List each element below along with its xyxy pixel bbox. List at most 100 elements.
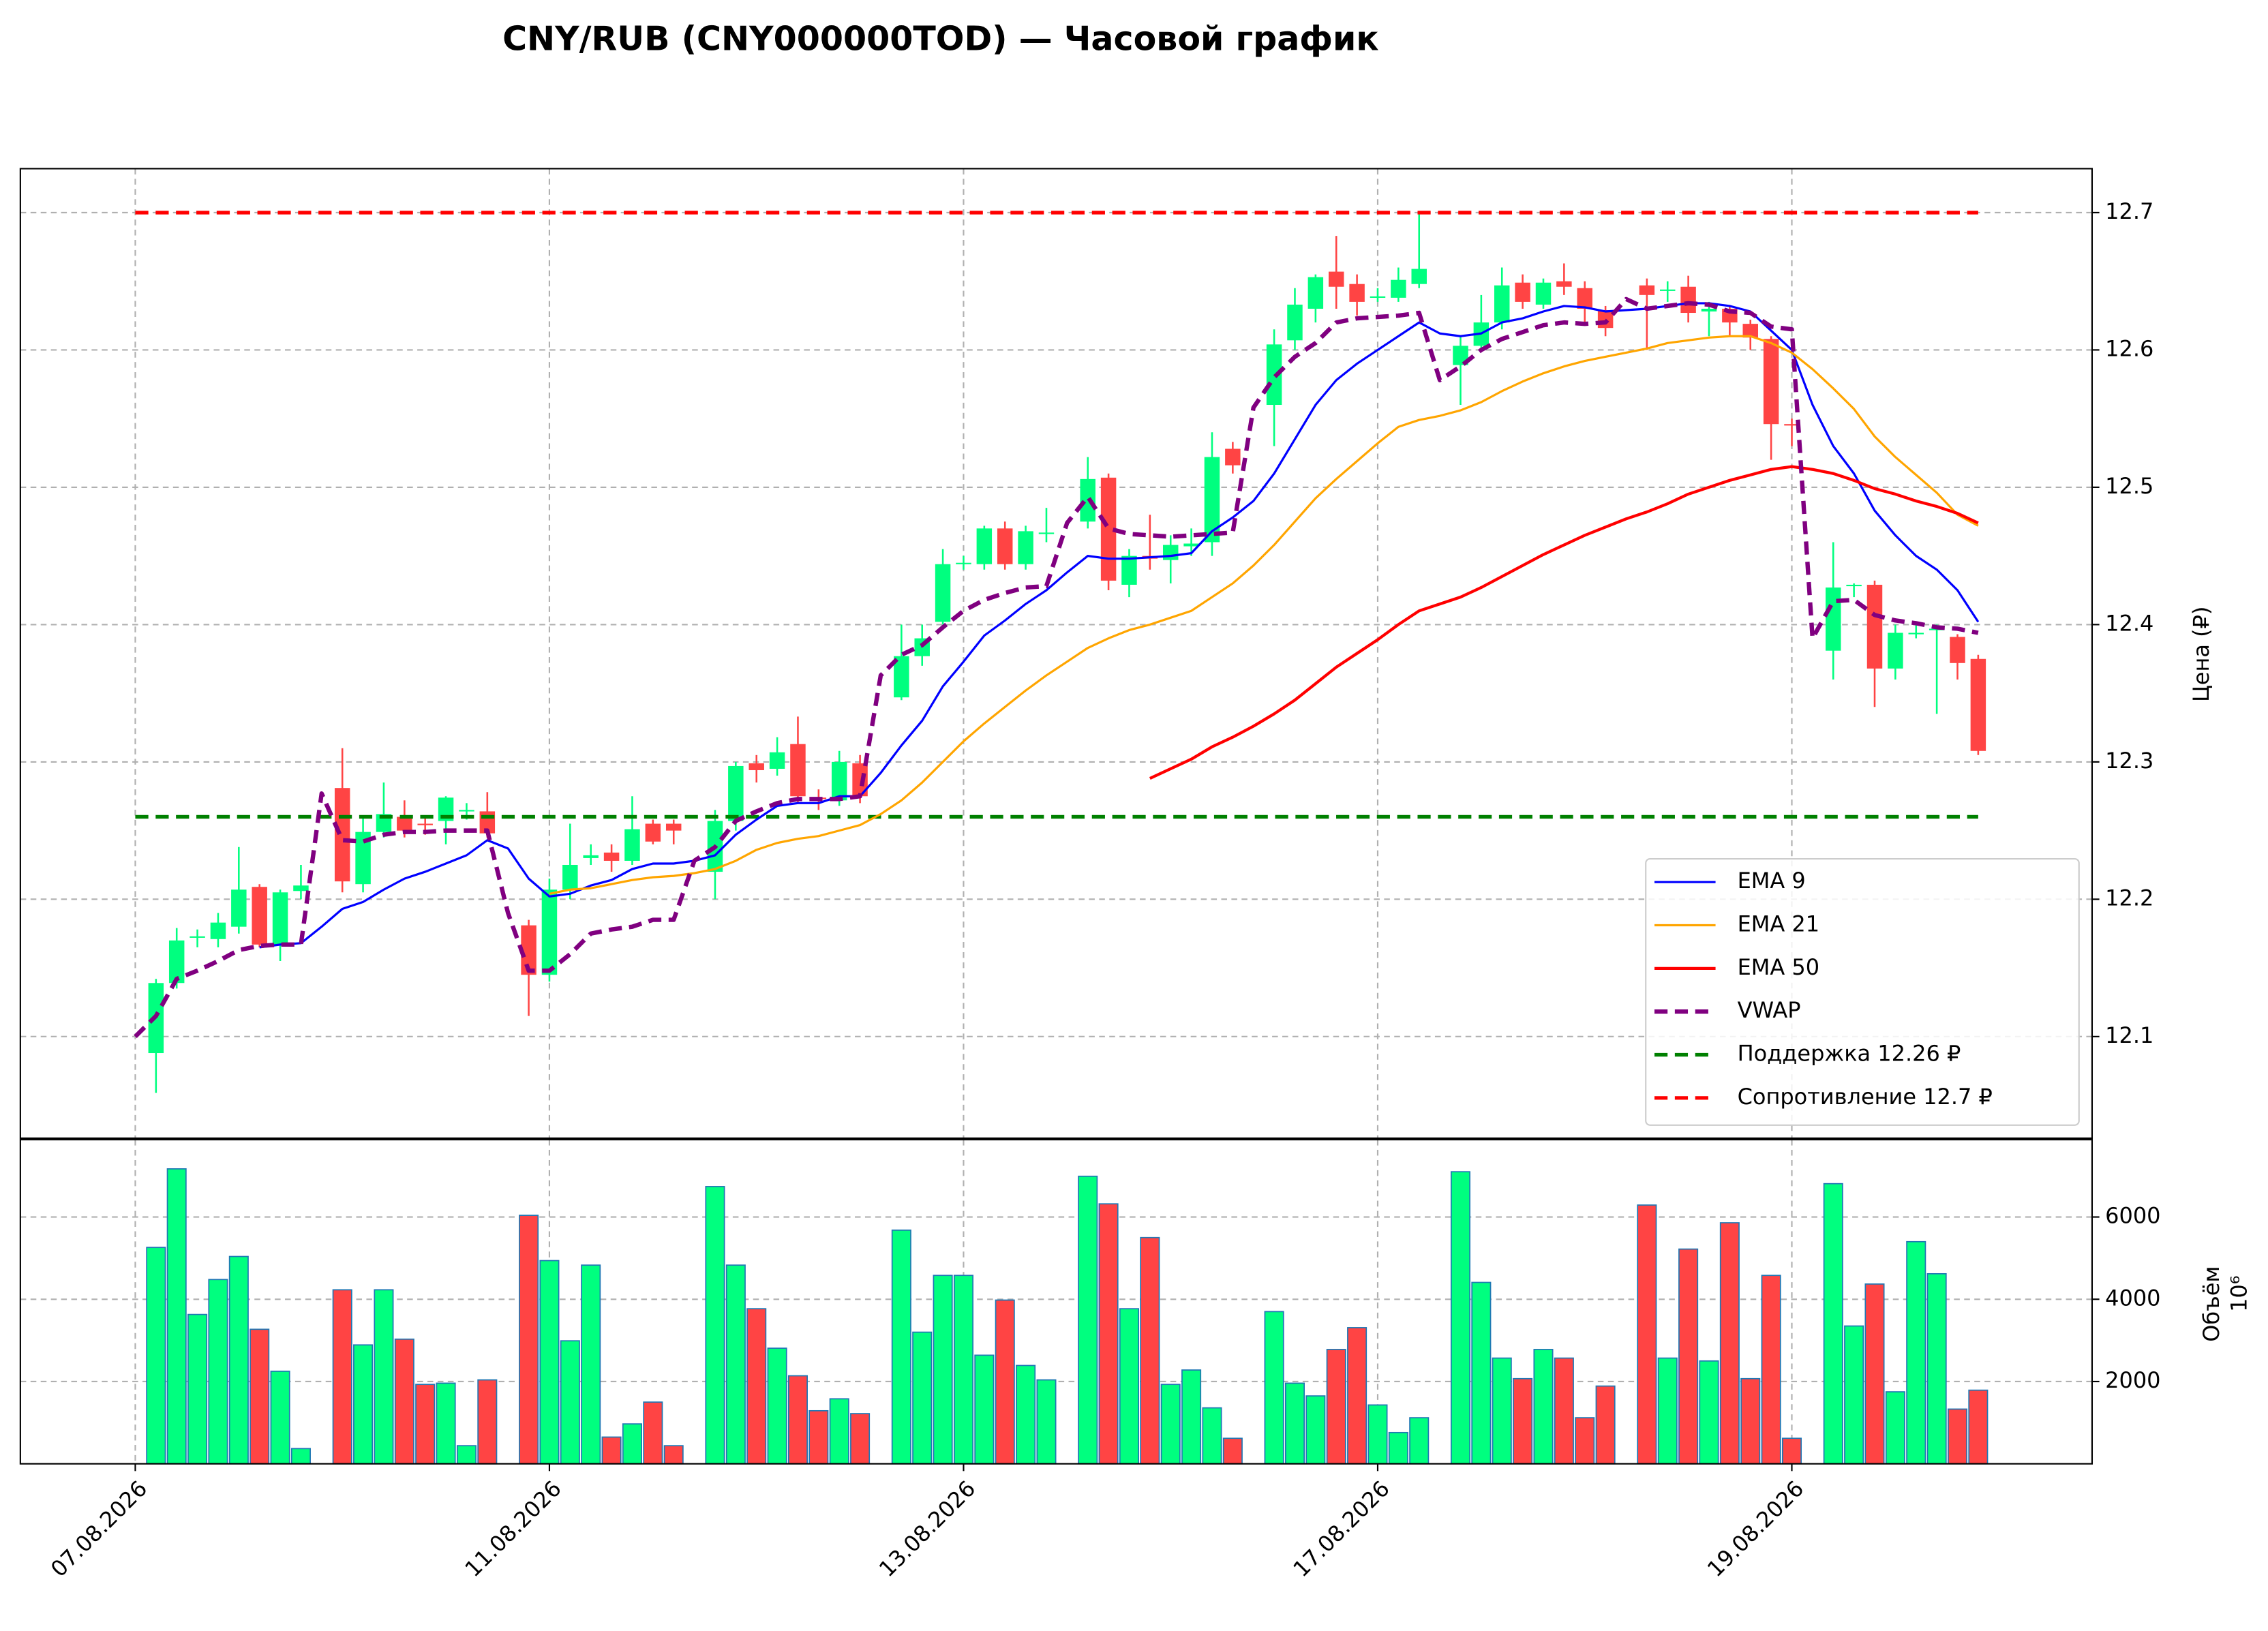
candle-body — [1204, 457, 1220, 543]
volume-bar — [995, 1299, 1015, 1465]
volume-bar — [912, 1331, 933, 1465]
volume-bar — [1926, 1272, 1947, 1465]
volume-bar — [1657, 1357, 1678, 1465]
candle-body — [1639, 285, 1655, 295]
candle-body — [168, 940, 185, 984]
volume-bar — [1202, 1407, 1222, 1465]
candle-body — [1888, 632, 1903, 669]
volume-bar — [1595, 1385, 1616, 1465]
candle-body — [1162, 545, 1179, 560]
volume-bar — [519, 1215, 539, 1465]
volume-bar — [539, 1260, 560, 1465]
volume-bar — [1906, 1240, 1926, 1465]
volume-bar — [1575, 1417, 1595, 1465]
candle-body — [1453, 346, 1468, 365]
volume-bar — [1968, 1389, 1989, 1465]
volume-bar — [1036, 1379, 1057, 1465]
volume-bar — [1678, 1248, 1699, 1465]
candle-body — [1742, 324, 1758, 338]
legend: EMA 9 EMA 21 EMA 50 VWAP Поддержка 12.26 ₽ Со… — [1645, 857, 2080, 1126]
y-tick-label: 12.5 — [2105, 473, 2153, 499]
volume-bar — [1367, 1404, 1388, 1465]
volume-bar — [974, 1354, 995, 1465]
price-frame — [19, 168, 2093, 1140]
volume-bar — [228, 1255, 249, 1465]
candle-body — [1846, 584, 1862, 587]
volume-bar — [1347, 1327, 1367, 1465]
candle-body — [252, 887, 267, 945]
volume-bar — [1781, 1437, 1802, 1465]
volume-bar — [1264, 1311, 1284, 1465]
volume-bar — [1450, 1171, 1471, 1465]
candle-body — [1826, 587, 1841, 651]
volume-bar — [1885, 1391, 1905, 1465]
volume-bar — [187, 1313, 208, 1465]
marks — [134, 211, 1989, 1465]
volume-bar — [456, 1445, 477, 1465]
indicator-line — [1149, 465, 1979, 780]
indicator-line — [134, 296, 1979, 1039]
y-tick-label: 12.3 — [2105, 748, 2153, 774]
volume-bar — [477, 1379, 498, 1465]
volume-axis-label: Объём — [2198, 1266, 2224, 1341]
volume-bar — [581, 1264, 601, 1465]
candle-body — [603, 852, 620, 861]
candle-body — [790, 744, 806, 797]
candle-body — [665, 823, 682, 831]
legend-box — [1645, 857, 2080, 1126]
legend-label: Поддержка 12.26 ₽ — [1738, 1041, 1961, 1067]
legend-label: EMA 9 — [1738, 868, 1806, 894]
candle-body — [624, 829, 640, 861]
volume-bar — [1181, 1369, 1202, 1465]
price-axis-label: Цена (₽) — [2188, 607, 2214, 702]
volume-bar — [1533, 1349, 1554, 1465]
candle-body — [1597, 309, 1614, 329]
candle-body — [583, 855, 599, 858]
candle-body — [1494, 285, 1510, 323]
candle-body — [293, 885, 309, 891]
volume-bar — [601, 1436, 622, 1465]
volume-bar — [829, 1398, 849, 1465]
y-tick-label: 2000 — [2105, 1367, 2160, 1393]
candle-body — [521, 925, 536, 975]
volume-bar — [166, 1168, 187, 1465]
volume-bar — [953, 1275, 973, 1465]
candle-body — [645, 823, 661, 842]
y-tick-label: 12.2 — [2105, 885, 2153, 911]
y-tick-label: 12.4 — [2105, 610, 2153, 636]
candle-body — [1701, 308, 1717, 311]
volume-bar — [1471, 1281, 1492, 1465]
candle-body — [852, 763, 868, 797]
candle-body — [1577, 288, 1592, 309]
candle-body — [1183, 543, 1199, 547]
volume-bar — [1160, 1384, 1181, 1465]
candle-body — [1908, 632, 1924, 635]
volume-bar — [1492, 1357, 1512, 1465]
volume-bar — [1388, 1431, 1408, 1465]
legend-label: EMA 50 — [1738, 954, 1820, 980]
volume-bar — [1947, 1408, 1968, 1465]
candle-body — [749, 763, 764, 770]
volume-bar — [1284, 1382, 1305, 1465]
candle-body — [831, 761, 847, 801]
volume-bar — [767, 1347, 787, 1465]
candle-body — [210, 922, 226, 939]
candle-body — [1100, 477, 1117, 581]
volume-bar — [643, 1401, 663, 1465]
volume-bar — [1305, 1395, 1326, 1465]
volume-offset-label: 10⁶ — [2226, 1275, 2252, 1312]
volume-bar — [1823, 1183, 1843, 1465]
candle-body — [1556, 281, 1572, 287]
candle-body — [1515, 282, 1530, 302]
volume-bar — [290, 1448, 311, 1465]
candle-body — [1287, 304, 1303, 341]
volume-bar — [1098, 1203, 1119, 1465]
candle-body — [1349, 284, 1365, 302]
candle-body — [1328, 271, 1344, 287]
candle-body — [397, 817, 412, 831]
candle-body — [935, 564, 951, 622]
volume-bar — [353, 1344, 374, 1465]
volume-bar — [705, 1186, 725, 1465]
candle-body — [1225, 448, 1241, 466]
candle-body — [459, 810, 474, 812]
